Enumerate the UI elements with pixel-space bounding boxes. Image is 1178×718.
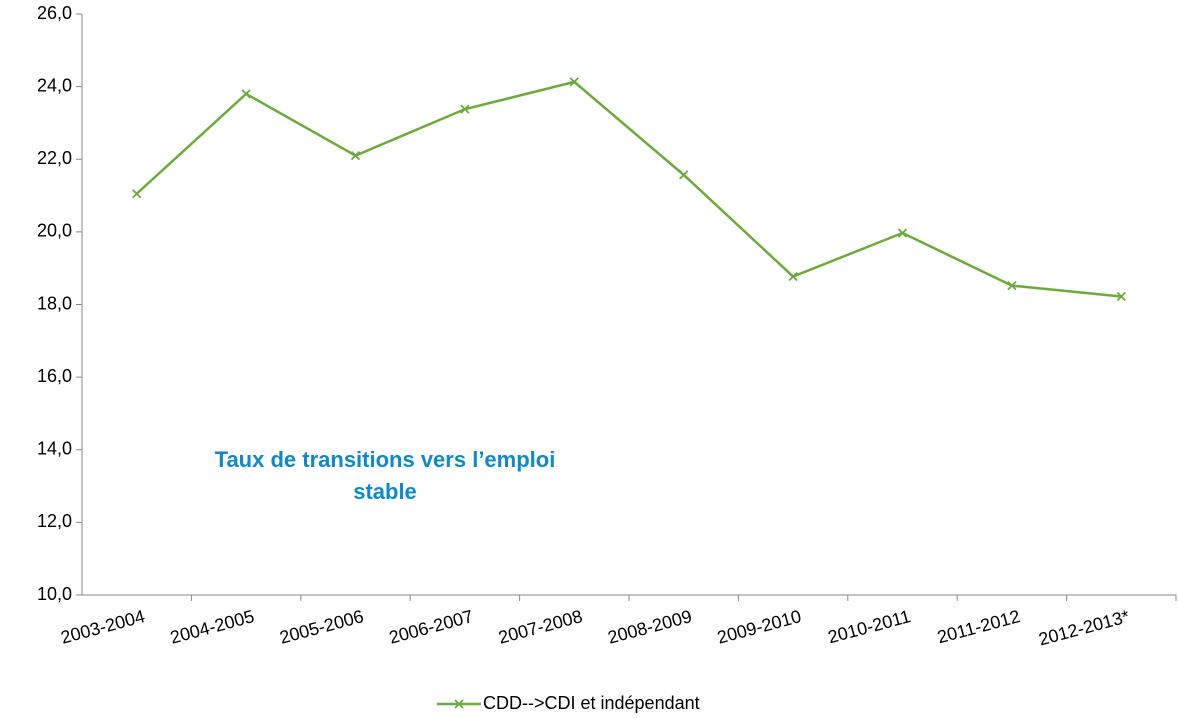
y-tick-label: 16,0 bbox=[37, 366, 72, 386]
marker bbox=[241, 89, 251, 99]
y-tick-label: 24,0 bbox=[37, 75, 72, 95]
marker bbox=[1007, 280, 1017, 291]
x-tick-label: 2007-2008 bbox=[496, 606, 584, 648]
x-tick-label: 2004-2005 bbox=[168, 606, 256, 648]
y-tick-label: 12,0 bbox=[37, 511, 72, 531]
marker bbox=[350, 150, 361, 161]
marker bbox=[460, 104, 470, 114]
x-tick-label: 2012-2013* bbox=[1036, 606, 1131, 649]
marker bbox=[897, 228, 908, 238]
marker bbox=[132, 189, 142, 199]
x-tick-label: 2003-2004 bbox=[59, 606, 147, 648]
x-tick-label: 2008-2009 bbox=[606, 606, 694, 648]
x-tick-label: 2009-2010 bbox=[715, 606, 803, 648]
y-tick-label: 14,0 bbox=[37, 439, 72, 459]
legend-label: CDD-->CDI et indépendant bbox=[483, 693, 700, 713]
y-tick-label: 10,0 bbox=[37, 584, 72, 604]
y-tick-label: 20,0 bbox=[37, 221, 72, 241]
marker bbox=[679, 170, 689, 180]
annotation: stable bbox=[353, 479, 417, 504]
marker bbox=[788, 271, 798, 282]
x-tick-label: 2011-2012 bbox=[935, 606, 1022, 647]
marker bbox=[569, 77, 579, 87]
legend-marker bbox=[454, 699, 464, 709]
marker bbox=[1116, 291, 1126, 302]
y-tick-label: 18,0 bbox=[37, 293, 72, 313]
x-tick-label: 2005-2006 bbox=[277, 606, 365, 648]
y-tick-label: 26,0 bbox=[37, 3, 72, 23]
line bbox=[135, 80, 1122, 298]
x-tick-label: 2006-2007 bbox=[387, 606, 475, 648]
x-tick-label: 2010-2011 bbox=[826, 606, 913, 647]
annotation: Taux de transitions vers l’emploi bbox=[215, 447, 556, 472]
y-tick-label: 22,0 bbox=[37, 148, 72, 168]
